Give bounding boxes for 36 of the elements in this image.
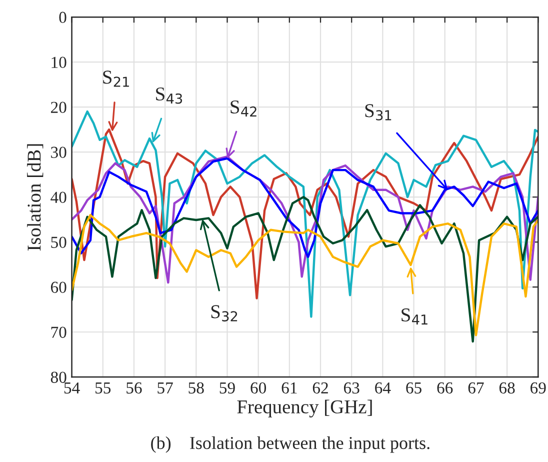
x-tick-label: 57 xyxy=(158,382,173,394)
x-tick-label: 65 xyxy=(406,382,422,394)
x-tick-label: 60 xyxy=(250,382,266,394)
text: (b) Isolation between the input ports. xyxy=(151,436,430,453)
y-tick-label: 20 xyxy=(50,102,66,114)
y-tick-label: 60 xyxy=(50,282,66,293)
x-tick-label: 56 xyxy=(126,382,142,394)
x-tick-label: 69 xyxy=(530,382,546,394)
x-tick-label: 64 xyxy=(375,382,391,394)
y-tick-label: 40 xyxy=(50,192,66,203)
line-series xyxy=(72,196,538,343)
annotation: S$_{32}$ xyxy=(211,305,238,322)
x-tick-label: 66 xyxy=(437,382,453,394)
annotation: S$_{31}$ xyxy=(365,104,392,120)
annotation: S$_{43}$ xyxy=(156,87,182,104)
y-tick-label: 70 xyxy=(51,326,66,338)
y-tick-label: 0 xyxy=(59,12,66,24)
y-tick-label: 80 xyxy=(50,372,66,383)
x-tick-label: 63 xyxy=(344,382,360,394)
x-tick-label: 68 xyxy=(499,382,515,394)
x-tick-label: 59 xyxy=(220,382,235,394)
x-axis-title: Frequency [GHz] xyxy=(237,400,372,418)
x-tick-label: 58 xyxy=(188,382,204,394)
x-tick-label: 55 xyxy=(96,382,111,394)
x-tick-label: 62 xyxy=(312,382,328,394)
y-tick-label: 10 xyxy=(52,56,66,68)
annotation: S$_{42}$ xyxy=(230,100,256,117)
y-axis-title: Isolation [dB] xyxy=(27,144,44,251)
y-tick-label: 30 xyxy=(51,146,66,158)
x-tick-label: 67 xyxy=(468,382,484,394)
x-tick-label: 54 xyxy=(64,382,80,394)
line-series xyxy=(72,214,538,336)
y-tick-label: 50 xyxy=(51,236,66,248)
x-tick-label: 61 xyxy=(282,382,297,394)
annotation: S$_{41}$ xyxy=(402,308,428,324)
annotation: S$_{21}$ xyxy=(103,70,129,87)
